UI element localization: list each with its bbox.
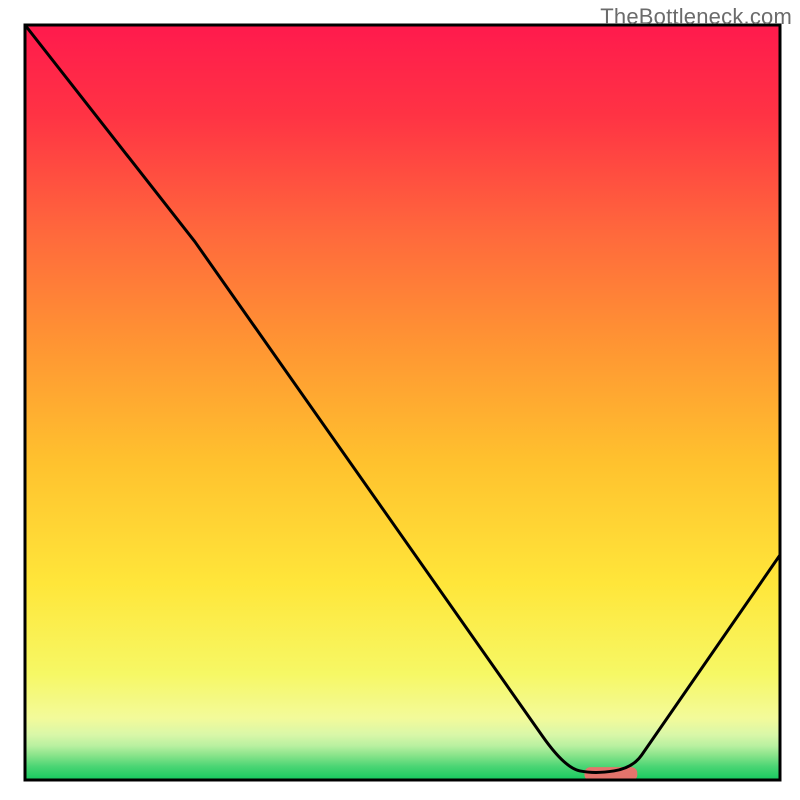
watermark-text: TheBottleneck.com (600, 4, 792, 30)
bottleneck-chart-svg (0, 0, 800, 800)
gradient-background (25, 25, 780, 780)
figure-root: TheBottleneck.com (0, 0, 800, 800)
